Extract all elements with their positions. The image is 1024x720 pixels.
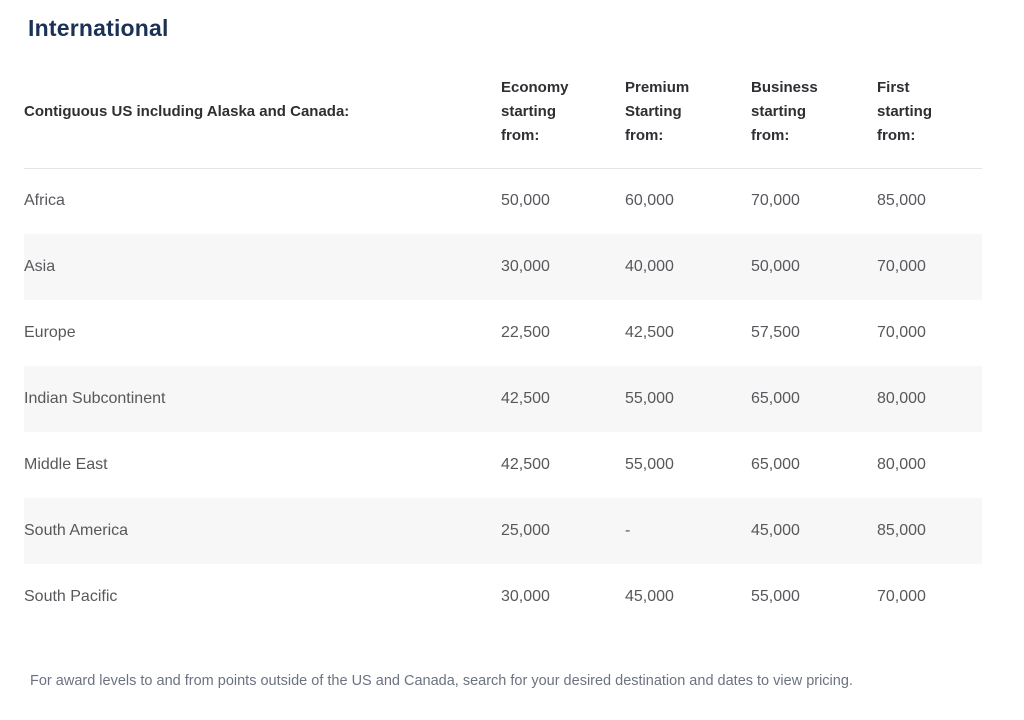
economy-value: 30,000 bbox=[501, 588, 550, 605]
region-label: South Pacific bbox=[24, 588, 118, 605]
column-header-economy: Economy starting from: bbox=[501, 56, 625, 169]
column-header-region: Contiguous US including Alaska and Canad… bbox=[24, 56, 501, 169]
table-row-africa: Africa 50,000 60,000 70,000 85,000 bbox=[24, 168, 982, 234]
economy-value: 25,000 bbox=[501, 522, 550, 539]
column-header-economy-label: Economy starting from: bbox=[501, 78, 569, 144]
table-row-south-pacific: South Pacific 30,000 45,000 55,000 70,00… bbox=[24, 564, 982, 630]
premium-value: 55,000 bbox=[625, 390, 674, 407]
column-header-first-label: First starting from: bbox=[877, 78, 933, 144]
award-chart-table: Contiguous US including Alaska and Canad… bbox=[24, 56, 982, 630]
economy-value: 30,000 bbox=[501, 258, 550, 275]
economy-value: 42,500 bbox=[501, 390, 550, 407]
table-header-row: Contiguous US including Alaska and Canad… bbox=[24, 56, 982, 169]
premium-value: - bbox=[625, 522, 631, 539]
column-header-first: First starting from: bbox=[877, 56, 982, 169]
economy-value: 50,000 bbox=[501, 192, 550, 210]
business-value: 65,000 bbox=[751, 456, 800, 473]
table-row-indian-subcontinent: Indian Subcontinent 42,500 55,000 65,000… bbox=[24, 366, 982, 432]
column-header-premium-label: Premium Starting from: bbox=[625, 78, 690, 144]
business-value: 57,500 bbox=[751, 324, 800, 341]
first-value: 85,000 bbox=[877, 522, 926, 539]
region-label: Indian Subcontinent bbox=[24, 390, 166, 407]
business-value: 65,000 bbox=[751, 390, 800, 407]
page-title: International bbox=[28, 15, 169, 41]
business-value: 70,000 bbox=[751, 192, 800, 210]
premium-value: 45,000 bbox=[625, 588, 674, 605]
first-value: 80,000 bbox=[877, 390, 926, 407]
first-value: 85,000 bbox=[877, 192, 926, 210]
premium-value: 60,000 bbox=[625, 192, 674, 210]
region-label: Europe bbox=[24, 324, 76, 341]
column-header-business-label: Business starting from: bbox=[751, 78, 818, 144]
premium-value: 42,500 bbox=[625, 324, 674, 341]
business-value: 50,000 bbox=[751, 258, 800, 275]
region-label: Middle East bbox=[24, 456, 108, 473]
table-row-asia: Asia 30,000 40,000 50,000 70,000 bbox=[24, 234, 982, 300]
region-label: South America bbox=[24, 522, 129, 539]
region-label: Asia bbox=[24, 258, 56, 275]
business-value: 45,000 bbox=[751, 522, 800, 539]
column-header-business: Business starting from: bbox=[751, 56, 877, 169]
footnote: For award levels to and from points outs… bbox=[30, 673, 853, 689]
column-header-premium: Premium Starting from: bbox=[625, 56, 751, 169]
economy-value: 42,500 bbox=[501, 456, 550, 473]
first-value: 70,000 bbox=[877, 588, 926, 605]
table-row-middle-east: Middle East 42,500 55,000 65,000 80,000 bbox=[24, 432, 982, 498]
premium-value: 55,000 bbox=[625, 456, 674, 473]
first-value: 70,000 bbox=[877, 324, 926, 341]
table-row-south-america: South America 25,000 - 45,000 85,000 bbox=[24, 498, 982, 564]
first-value: 80,000 bbox=[877, 456, 926, 473]
economy-value: 22,500 bbox=[501, 324, 550, 341]
premium-value: 40,000 bbox=[625, 258, 674, 275]
table-row-europe: Europe 22,500 42,500 57,500 70,000 bbox=[24, 300, 982, 366]
business-value: 55,000 bbox=[751, 588, 800, 605]
region-label: Africa bbox=[24, 192, 65, 210]
first-value: 70,000 bbox=[877, 258, 926, 275]
